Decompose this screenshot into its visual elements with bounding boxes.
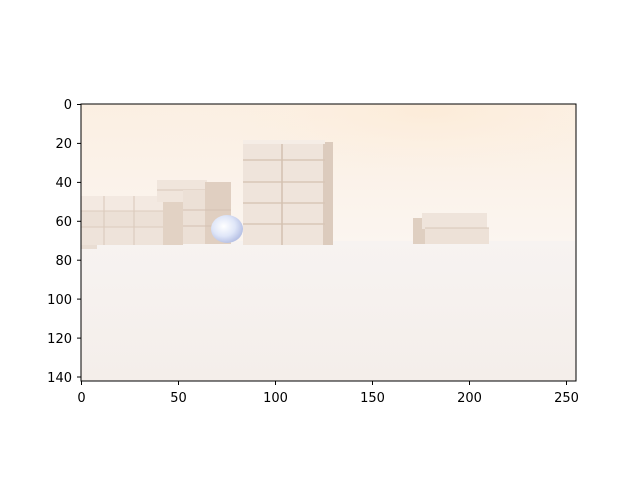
y-tick-label: 0 bbox=[64, 98, 72, 113]
axes-frame bbox=[80, 103, 577, 382]
y-tick-label: 120 bbox=[47, 332, 72, 347]
y-tick-label: 80 bbox=[55, 254, 72, 269]
x-tick-label: 150 bbox=[360, 391, 385, 406]
box-stack-right bbox=[413, 213, 489, 244]
x-tick-label: 200 bbox=[457, 391, 482, 406]
y-tick-label: 40 bbox=[55, 176, 72, 191]
y-tick-label: 140 bbox=[47, 371, 72, 386]
x-tick-label: 250 bbox=[554, 391, 579, 406]
y-tick-label: 100 bbox=[47, 293, 72, 308]
ground-plane bbox=[81, 241, 576, 381]
x-tick-label: 0 bbox=[77, 391, 85, 406]
rendered-scene bbox=[81, 104, 576, 381]
y-tick-label: 20 bbox=[55, 137, 72, 152]
sphere bbox=[211, 215, 243, 243]
x-tick-label: 100 bbox=[263, 391, 288, 406]
y-tick-label: 60 bbox=[55, 215, 72, 230]
x-tick-label: 50 bbox=[170, 391, 187, 406]
box-stack-left bbox=[81, 196, 183, 249]
y-axis: 0 20 40 60 80 100 120 140 bbox=[47, 98, 81, 386]
x-axis: 0 50 100 150 200 250 bbox=[77, 381, 579, 406]
box-stack-tall bbox=[243, 140, 333, 245]
